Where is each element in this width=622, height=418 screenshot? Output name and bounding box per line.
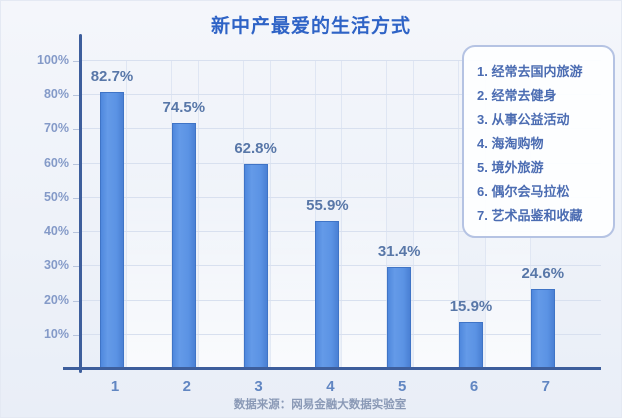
legend-item: 5. 境外旅游 [477, 160, 544, 175]
y-tick-label: 10% [43, 326, 69, 341]
y-tick-mark [73, 232, 79, 234]
bar-value-label: 24.6% [521, 264, 565, 282]
legend-item: 2. 经常去健身 [477, 88, 557, 103]
background-column-stripe [197, 61, 244, 369]
y-tick-label: 50% [43, 189, 69, 204]
x-category-label: 4 [326, 378, 335, 395]
horizontal-gridline [81, 128, 601, 130]
bar-value-label: 82.7% [90, 68, 134, 86]
y-tick-mark [73, 61, 79, 62]
bar-category-2 [171, 122, 196, 369]
bar-category-4 [315, 220, 340, 369]
data-source-caption: 数据来源：网易金融大数据实验室 [233, 399, 407, 411]
background-column-stripe [413, 61, 460, 369]
horizontal-gridline [81, 94, 601, 96]
y-axis-line [79, 34, 82, 373]
y-tick-label: 70% [43, 121, 69, 136]
x-category-label: 3 [254, 378, 263, 395]
bar-category-5 [387, 267, 412, 369]
legend-item: 7. 艺术品鉴和收藏 [477, 208, 583, 223]
horizontal-gridline [81, 265, 601, 267]
bar-category-3 [243, 163, 268, 369]
horizontal-gridline [81, 299, 601, 301]
bar-value-label: 62.8% [234, 139, 277, 157]
y-tick-label: 100% [37, 53, 69, 67]
legend-item: 3. 从事公益活动 [477, 112, 570, 127]
bar-value-label: 55.9% [306, 196, 349, 214]
y-tick-mark [73, 163, 79, 165]
bar-value-label: 15.9% [449, 297, 493, 315]
bar-category-7 [530, 288, 555, 369]
x-category-label: 7 [541, 378, 550, 395]
background-column-stripe [125, 61, 172, 369]
chart-title: 新中产最爱的生活方式 [210, 16, 411, 37]
x-axis-line [63, 367, 601, 370]
y-tick-label: 60% [43, 155, 69, 170]
y-tick-mark [73, 197, 79, 199]
y-tick-mark [73, 95, 79, 97]
bar-value-label: 31.4% [377, 243, 421, 261]
background-column-stripe [341, 61, 388, 369]
x-category-label: 1 [110, 378, 120, 395]
x-category-label: 5 [398, 378, 407, 395]
legend-item: 1. 经常去国内旅游 [477, 64, 583, 79]
y-tick-mark [73, 129, 79, 131]
horizontal-gridline [81, 196, 601, 198]
plot-area: 82.7% 74.5% 62.8% 55.9% 31.4% 15.9% 24.6% [81, 60, 601, 369]
bar-category-1 [100, 92, 124, 369]
x-category-label: 6 [469, 378, 479, 395]
legend-item: 4. 海淘购物 [477, 136, 544, 151]
legend-item: 6. 偶尔会马拉松 [477, 184, 570, 199]
horizontal-gridline [81, 60, 601, 61]
y-tick-label: 80% [43, 87, 69, 102]
y-tick-label: 40% [43, 224, 69, 239]
y-tick-label: 20% [43, 292, 69, 307]
y-tick-mark [73, 334, 79, 336]
bar-value-label: 74.5% [162, 98, 206, 116]
bar-category-6 [459, 321, 483, 369]
y-tick-mark [73, 300, 79, 302]
horizontal-gridline [81, 231, 601, 233]
y-tick-mark [73, 266, 79, 268]
x-category-label: 2 [182, 378, 191, 395]
y-tick-label: 30% [43, 258, 69, 273]
horizontal-gridline [81, 333, 601, 335]
chart-legend: 1. 经常去国内旅游 2. 经常去健身 3. 从事公益活动 4. 海淘购物 5. 境外旅… [462, 45, 615, 238]
background-column-stripe [269, 61, 316, 369]
horizontal-gridline [81, 162, 601, 164]
